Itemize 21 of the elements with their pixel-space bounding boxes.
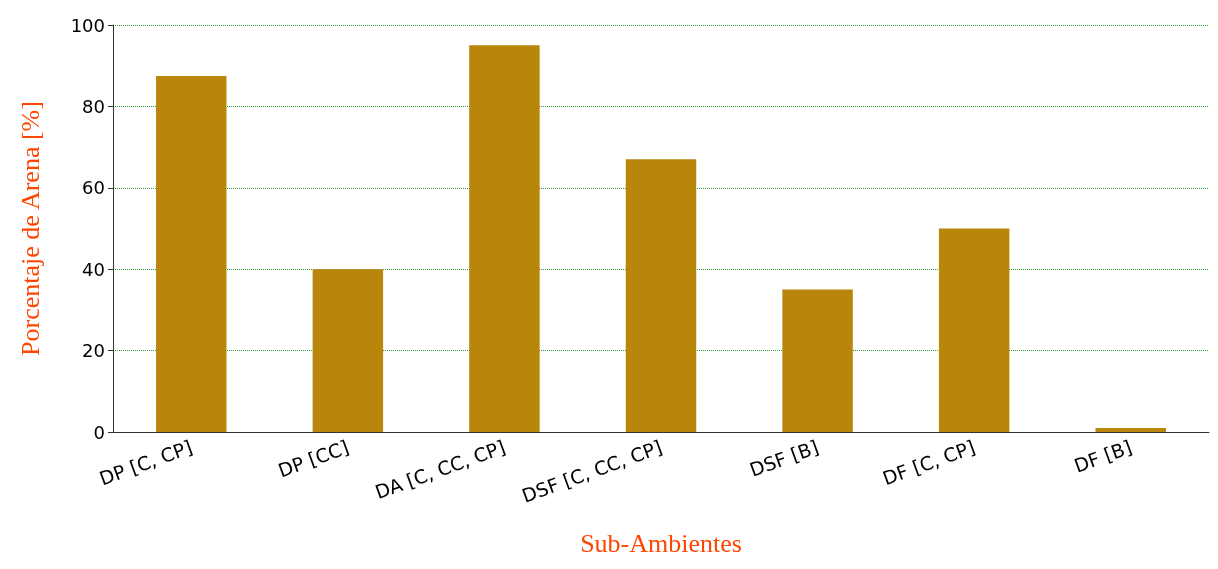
bar <box>156 75 227 432</box>
x-tick-label: DF [B] <box>1071 435 1135 477</box>
bar <box>625 159 697 432</box>
bar <box>938 228 1010 432</box>
x-tick-label: DSF [B] <box>746 435 822 481</box>
y-tick-label: 60 <box>82 177 105 199</box>
x-tick-label: DSF [C, CC, CP] <box>518 435 665 507</box>
y-tick-label: 40 <box>82 258 105 280</box>
bar <box>782 289 853 432</box>
y-tick-label: 80 <box>82 95 105 117</box>
x-tick-label: DF [C, CP] <box>879 435 978 490</box>
bar <box>469 45 540 432</box>
x-tick-label: DA [C, CC, CP] <box>372 435 509 504</box>
y-axis-title: Porcentaje de Arena [%] <box>15 101 45 356</box>
y-tick-label: 0 <box>93 421 105 443</box>
bar <box>312 269 384 432</box>
x-axis-title: Sub-Ambientes <box>580 528 742 558</box>
bar <box>1095 427 1166 432</box>
y-tick-label: 20 <box>82 340 105 362</box>
y-tick-label: 100 <box>70 14 105 36</box>
x-tick-label: DP [CC] <box>275 435 352 482</box>
